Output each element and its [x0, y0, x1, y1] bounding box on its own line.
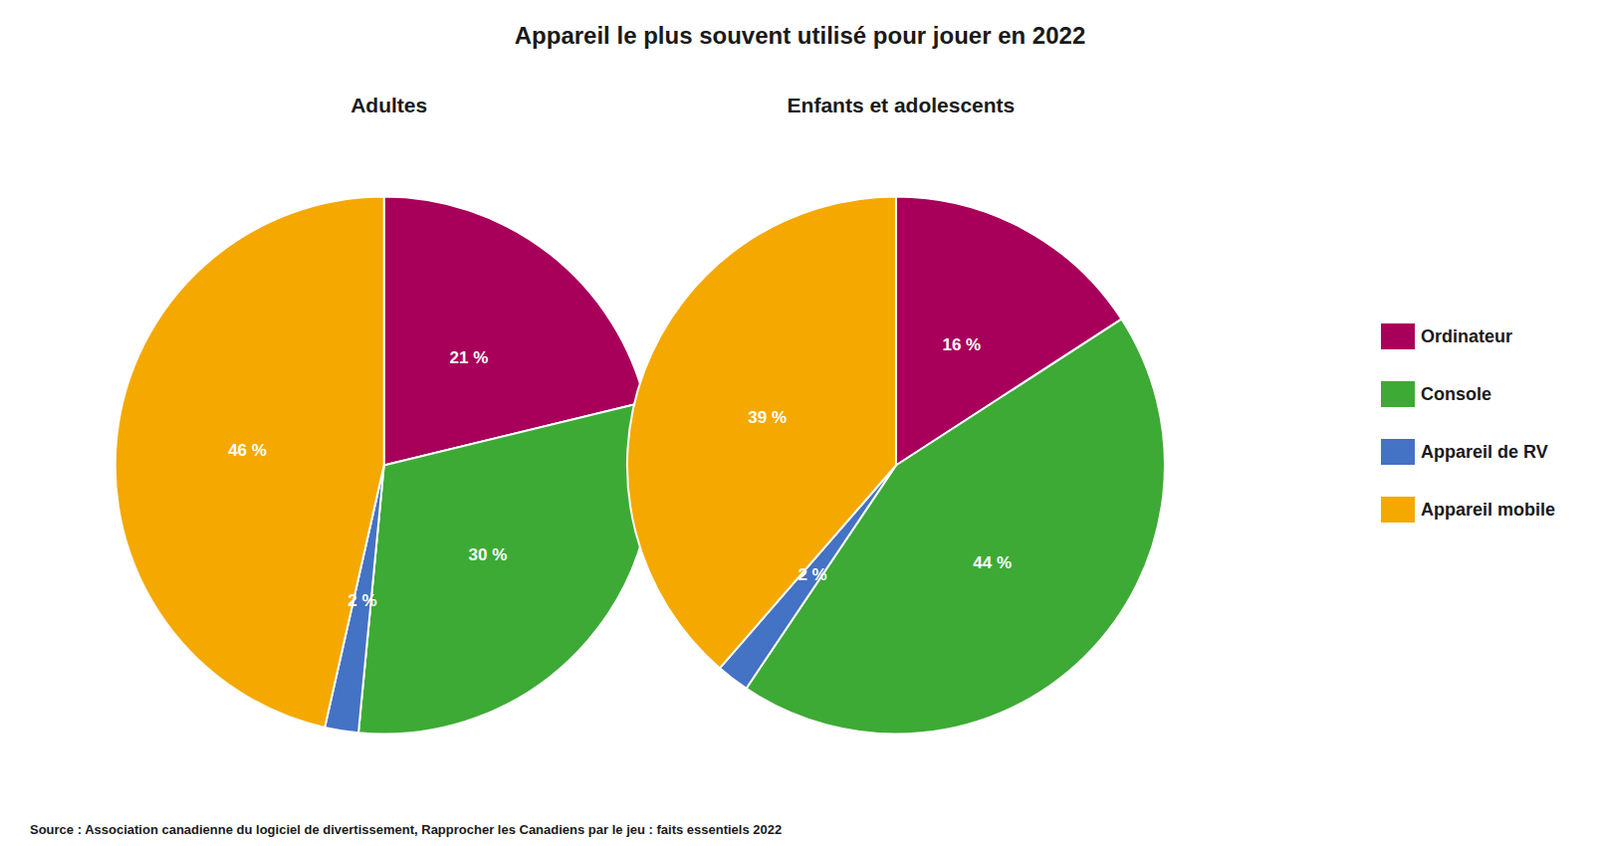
svg-text:Adultes: Adultes [350, 93, 428, 117]
svg-text:44 %: 44 % [972, 553, 1012, 573]
svg-text:16 %: 16 % [941, 335, 981, 355]
svg-text:Source : Association canadienn: Source : Association canadienne du logic… [29, 822, 782, 838]
svg-text:Appareil mobile: Appareil mobile [1420, 499, 1556, 520]
svg-text:30 %: 30 % [468, 545, 508, 565]
svg-text:39 %: 39 % [747, 408, 787, 428]
svg-text:Appareil le plus souvent utili: Appareil le plus souvent utilisé pour jo… [514, 21, 1086, 49]
svg-text:2 %: 2 % [347, 591, 377, 611]
svg-text:Appareil de RV: Appareil de RV [1420, 442, 1549, 462]
svg-text:Ordinateur: Ordinateur [1420, 326, 1513, 347]
svg-text:Console: Console [1420, 384, 1492, 405]
svg-text:46 %: 46 % [228, 441, 267, 460]
svg-text:21 %: 21 % [450, 348, 489, 368]
svg-text:2 %: 2 % [797, 565, 827, 585]
svg-text:Enfants et adolescents: Enfants et adolescents [787, 93, 1016, 117]
